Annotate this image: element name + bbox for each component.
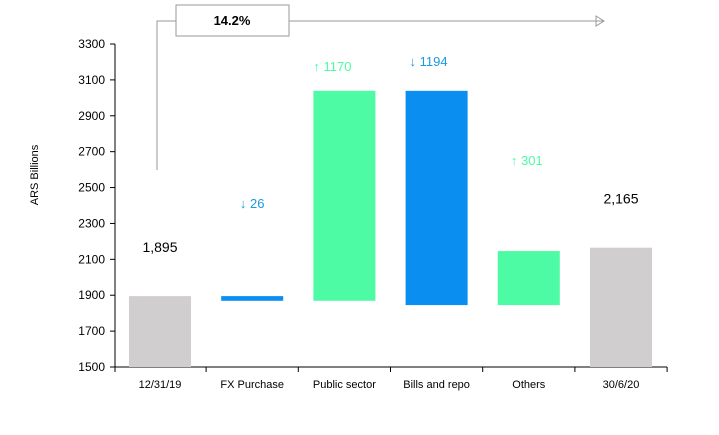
- x-tick-label: 12/31/19: [139, 379, 182, 391]
- y-tick-label: 2100: [78, 252, 105, 266]
- total-value-label: 2,165: [603, 191, 638, 207]
- x-tick-label: Bills and repo: [403, 379, 470, 391]
- y-axis-title: ARS Billions: [29, 144, 41, 205]
- growth-annotation: 14.2%: [156, 4, 605, 170]
- waterfall-bar: [313, 90, 376, 301]
- y-axis: 1500 1700 1900 2100 2300 2500 2700 2900 3100 3300: [78, 37, 116, 374]
- growth-percent-label: 14.2%: [214, 13, 251, 28]
- y-tick-label: 1900: [78, 288, 105, 302]
- x-tick-label: Others: [512, 379, 546, 391]
- y-tick-label: 2300: [78, 216, 105, 230]
- y-tick-label: 3300: [78, 37, 105, 51]
- change-value-label: ↓ 26: [240, 196, 265, 211]
- change-value-label: ↑ 1170: [313, 59, 351, 74]
- y-tick-label: 2700: [78, 145, 105, 159]
- bars: [129, 90, 652, 367]
- value-labels: 1,895 ↓ 26 ↑ 1170 ↓ 1194 ↑ 301 2,165: [142, 54, 638, 255]
- change-value-label: ↓ 1194: [410, 54, 448, 69]
- y-tick-label: 1700: [78, 324, 105, 338]
- y-tick-label: 3100: [78, 73, 105, 87]
- waterfall-bar: [405, 90, 468, 306]
- growth-arrowhead: [595, 15, 605, 27]
- y-tick-label: 1500: [78, 360, 105, 374]
- waterfall-bar: [129, 296, 191, 367]
- waterfall-bar: [221, 296, 284, 301]
- x-tick-label: 30/6/20: [603, 379, 640, 391]
- x-tick-label: Public sector: [313, 379, 376, 391]
- x-axis: 12/31/19 FX Purchase Public sector Bills an…: [114, 366, 668, 391]
- waterfall-bar: [497, 251, 560, 306]
- change-value-label: ↑ 301: [511, 153, 543, 168]
- y-tick-label: 2500: [78, 181, 105, 195]
- waterfall-bar: [590, 247, 652, 367]
- growth-box: [175, 4, 290, 37]
- growth-connector-line: [156, 20, 604, 170]
- total-value-label: 1,895: [142, 239, 177, 255]
- y-tick-label: 2900: [78, 109, 105, 123]
- x-tick-label: FX Purchase: [220, 379, 284, 391]
